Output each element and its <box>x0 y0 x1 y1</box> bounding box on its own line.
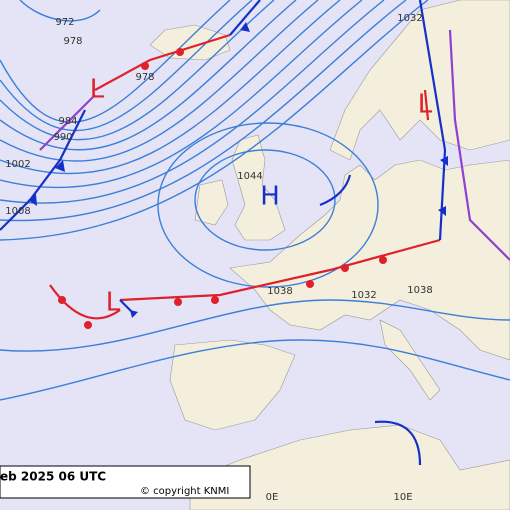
isobar <box>0 0 341 175</box>
pressure-center: L <box>106 288 121 318</box>
isobar-label: 972 <box>55 17 74 28</box>
isobar <box>0 0 319 162</box>
isobar <box>0 0 429 241</box>
isobar-label: 1032 <box>351 290 376 301</box>
isobar <box>0 0 385 204</box>
isobar <box>0 0 253 132</box>
isobar-label: 984 <box>58 116 77 127</box>
isobar-label: 990 <box>53 132 72 143</box>
isobars <box>0 0 510 401</box>
pressure-center: L <box>418 90 433 120</box>
isobar-label: 978 <box>135 72 154 83</box>
isobar <box>0 0 363 189</box>
meridian-label: 0E <box>266 492 279 503</box>
fronts <box>0 0 510 466</box>
isobar-label: 1008 <box>5 206 30 217</box>
caption-box <box>0 465 251 499</box>
isobar <box>0 0 297 151</box>
isobar-label: 1044 <box>237 171 262 182</box>
isobar-label: 1002 <box>5 159 30 170</box>
front-symbols <box>28 22 448 318</box>
pressure-center: L <box>90 75 105 105</box>
front-symbols-warm <box>58 48 387 329</box>
caption-date: eb 2025 06 UTC <box>0 470 106 484</box>
isobar-label: 1038 <box>267 286 292 297</box>
isobar <box>0 0 407 222</box>
meridian-label: 10E <box>393 492 412 503</box>
pressure-center: H <box>260 182 280 212</box>
isobar-label: 1032 <box>397 13 422 24</box>
isobar-label: 1038 <box>407 285 432 296</box>
caption-copyright: © copyright KNMI <box>140 486 229 497</box>
isobar <box>0 0 275 141</box>
isobar-label: 978 <box>63 36 82 47</box>
isobar <box>0 0 231 123</box>
